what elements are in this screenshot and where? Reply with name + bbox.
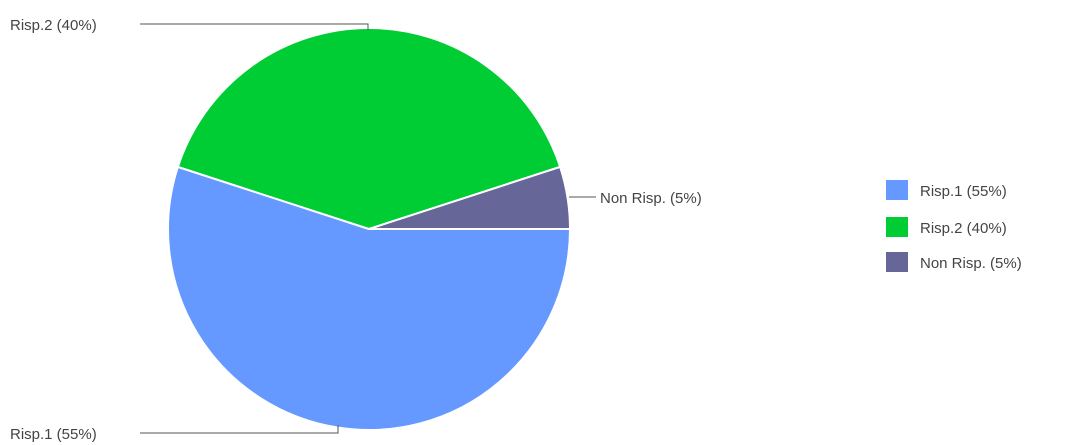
leader-line-risp2 <box>140 23 369 30</box>
slice-label-risp1: Risp.1 (55%) <box>10 426 97 443</box>
legend-swatch-risp1 <box>886 180 908 200</box>
leader-line-risp1 <box>140 425 339 434</box>
pie-slices <box>167 27 572 431</box>
legend-item-risp1: Risp.1 (55%) <box>886 180 1007 200</box>
legend-item-nonrisp: Non Risp. (5%) <box>886 252 1022 272</box>
legend-label-nonrisp: Non Risp. (5%) <box>920 255 1022 272</box>
slice-labels: Risp.2 (40%) Non Risp. (5%) Risp.1 (55%) <box>10 17 702 443</box>
legend-swatch-risp2 <box>886 217 908 237</box>
legend-item-risp2: Risp.2 (40%) <box>886 217 1007 237</box>
legend-label-risp2: Risp.2 (40%) <box>920 220 1007 237</box>
slice-nonrisp <box>368 165 572 230</box>
legend-swatch-nonrisp <box>886 252 908 272</box>
legend-label-risp1: Risp.1 (55%) <box>920 183 1007 200</box>
slice-label-risp2: Risp.2 (40%) <box>10 17 97 34</box>
slice-risp2 <box>176 27 562 231</box>
legend: Risp.1 (55%) Risp.2 (40%) Non Risp. (5%) <box>886 180 1022 272</box>
slice-label-nonrisp: Non Risp. (5%) <box>600 190 702 207</box>
